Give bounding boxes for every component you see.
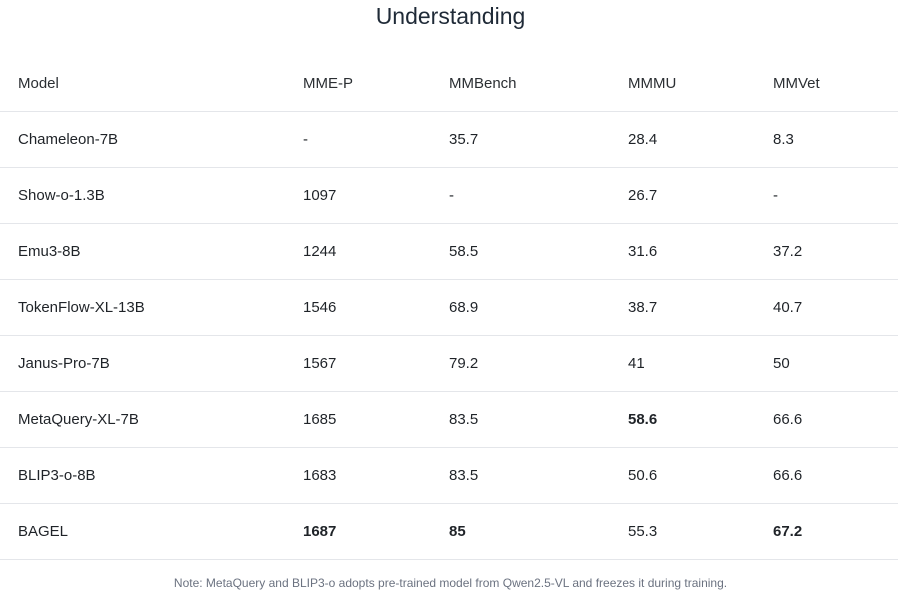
cell-mmvet: 50 bbox=[773, 335, 898, 392]
cell-mmbench: 35.7 bbox=[449, 111, 628, 168]
table-row: Chameleon-7B - 35.7 28.4 8.3 bbox=[0, 111, 898, 168]
table-header-row: Model MME-P MMBench MMMU MMVet bbox=[0, 55, 898, 112]
cell-mmbench: - bbox=[449, 167, 628, 224]
column-header-mmbench: MMBench bbox=[449, 55, 628, 112]
cell-model: Show-o-1.3B bbox=[0, 167, 303, 224]
cell-model: TokenFlow-XL-13B bbox=[0, 279, 303, 336]
cell-mmvet: 40.7 bbox=[773, 279, 898, 336]
cell-mmmu: 55.3 bbox=[628, 503, 773, 560]
cell-mmvet: 66.6 bbox=[773, 447, 898, 504]
cell-mme-p: 1097 bbox=[303, 167, 449, 224]
cell-model: BAGEL bbox=[0, 503, 303, 560]
table-row: TokenFlow-XL-13B 1546 68.9 38.7 40.7 bbox=[0, 279, 898, 336]
page-title: Understanding bbox=[375, 3, 526, 29]
footnote: Note: MetaQuery and BLIP3-o adopts pre-t… bbox=[173, 576, 728, 590]
cell-model: Emu3-8B bbox=[0, 223, 303, 280]
cell-mmmu: 28.4 bbox=[628, 111, 773, 168]
cell-mme-p: - bbox=[303, 111, 449, 168]
cell-mmbench: 83.5 bbox=[449, 391, 628, 448]
cell-mmvet: - bbox=[773, 167, 898, 224]
column-header-mmvet: MMVet bbox=[773, 55, 898, 112]
cell-mmmu: 50.6 bbox=[628, 447, 773, 504]
cell-mme-p: 1687 bbox=[303, 503, 449, 560]
table-row: BAGEL 1687 85 55.3 67.2 bbox=[0, 503, 898, 560]
cell-mmmu: 41 bbox=[628, 335, 773, 392]
cell-mmvet: 66.6 bbox=[773, 391, 898, 448]
cell-mmvet: 8.3 bbox=[773, 111, 898, 168]
table-row: MetaQuery-XL-7B 1685 83.5 58.6 66.6 bbox=[0, 391, 898, 448]
cell-mme-p: 1685 bbox=[303, 391, 449, 448]
cell-mmmu: 31.6 bbox=[628, 223, 773, 280]
cell-mmmu: 38.7 bbox=[628, 279, 773, 336]
cell-mmmu: 26.7 bbox=[628, 167, 773, 224]
cell-mme-p: 1683 bbox=[303, 447, 449, 504]
cell-mmbench: 85 bbox=[449, 503, 628, 560]
table-row: BLIP3-o-8B 1683 83.5 50.6 66.6 bbox=[0, 447, 898, 504]
cell-mmbench: 83.5 bbox=[449, 447, 628, 504]
results-table: Model MME-P MMBench MMMU MMVet Chameleon… bbox=[0, 55, 898, 560]
cell-mmmu: 58.6 bbox=[628, 391, 773, 448]
table-row: Janus-Pro-7B 1567 79.2 41 50 bbox=[0, 335, 898, 392]
cell-mmvet: 67.2 bbox=[773, 503, 898, 560]
cell-model: Chameleon-7B bbox=[0, 111, 303, 168]
cell-mme-p: 1546 bbox=[303, 279, 449, 336]
column-header-mmmu: MMMU bbox=[628, 55, 773, 112]
cell-mme-p: 1244 bbox=[303, 223, 449, 280]
cell-mmvet: 37.2 bbox=[773, 223, 898, 280]
cell-mmbench: 68.9 bbox=[449, 279, 628, 336]
table-row: Show-o-1.3B 1097 - 26.7 - bbox=[0, 167, 898, 224]
cell-model: Janus-Pro-7B bbox=[0, 335, 303, 392]
cell-model: MetaQuery-XL-7B bbox=[0, 391, 303, 448]
table-row: Emu3-8B 1244 58.5 31.6 37.2 bbox=[0, 223, 898, 280]
cell-mme-p: 1567 bbox=[303, 335, 449, 392]
cell-mmbench: 58.5 bbox=[449, 223, 628, 280]
column-header-mme-p: MME-P bbox=[303, 55, 449, 112]
column-header-model: Model bbox=[0, 55, 303, 112]
cell-mmbench: 79.2 bbox=[449, 335, 628, 392]
cell-model: BLIP3-o-8B bbox=[0, 447, 303, 504]
